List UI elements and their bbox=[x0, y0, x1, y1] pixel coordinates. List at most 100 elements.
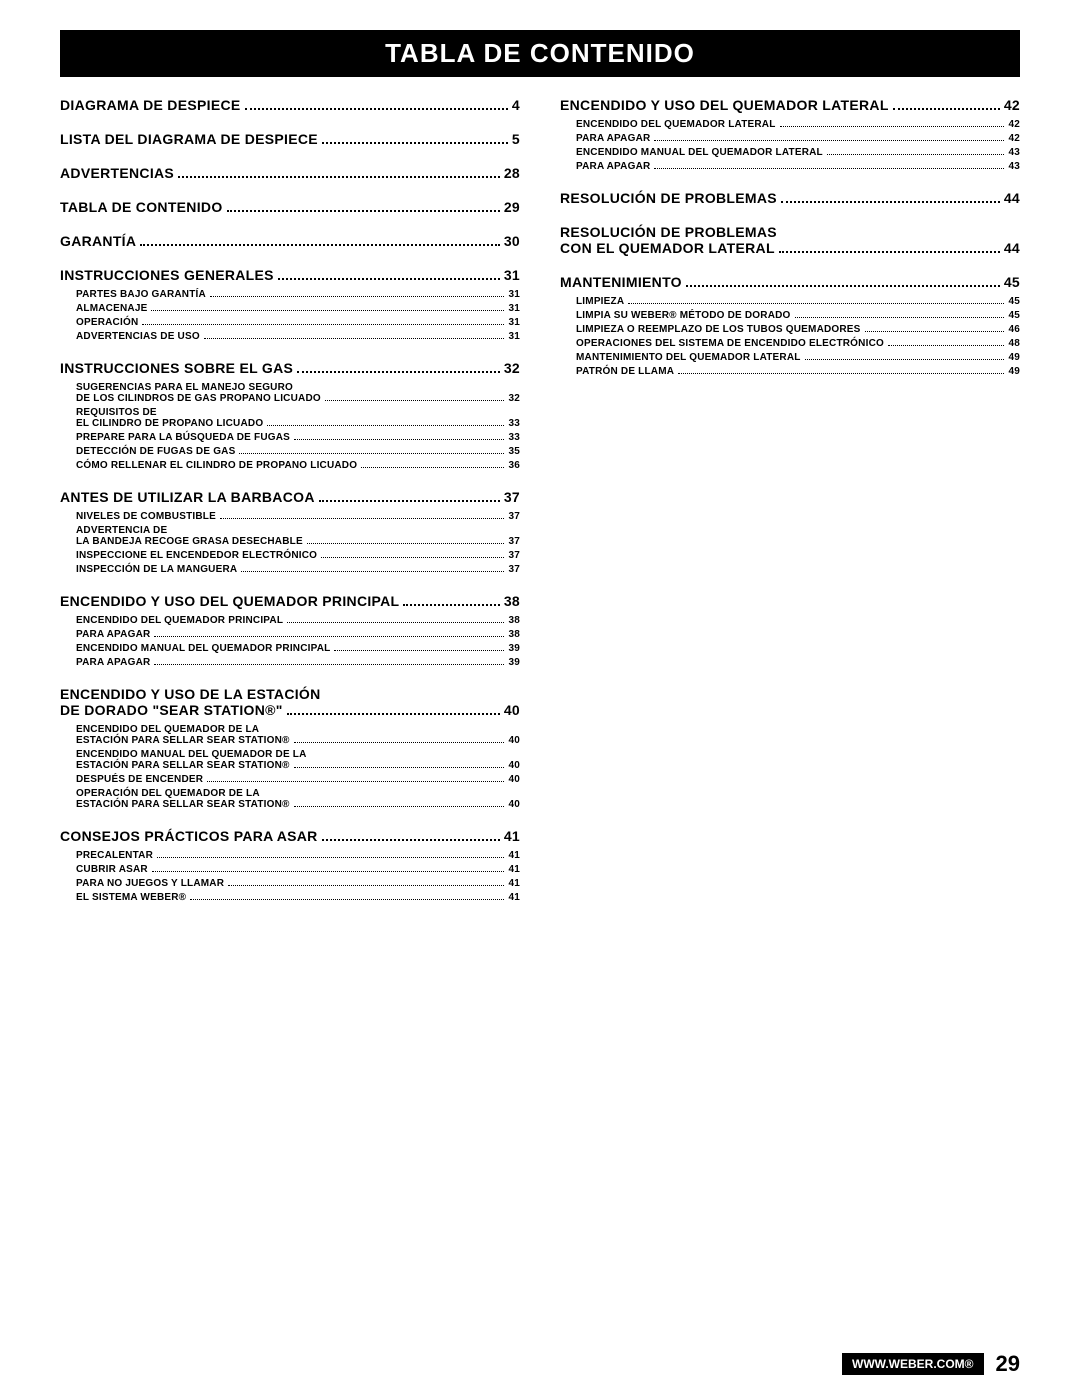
toc-sub-label: ENCENDIDO MANUAL DEL QUEMADOR DE LA bbox=[76, 749, 307, 760]
toc-sub-label: ESTACIÓN PARA SELLAR SEAR STATION® bbox=[76, 735, 290, 746]
toc-section-heading: ENCENDIDO Y USO DEL QUEMADOR PRINCIPAL38 bbox=[60, 593, 520, 609]
leader-dots bbox=[151, 310, 504, 311]
toc-section-label: INSTRUCCIONES GENERALES bbox=[60, 267, 274, 283]
leader-dots bbox=[190, 899, 504, 900]
toc-sub-label: PRECALENTAR bbox=[76, 850, 153, 861]
toc-sub-row: NIVELES DE COMBUSTIBLE37 bbox=[60, 511, 520, 522]
toc-section-heading: RESOLUCIÓN DE PROBLEMAS44 bbox=[560, 190, 1020, 206]
leader-dots bbox=[361, 467, 504, 468]
toc-sub-label: LIMPIEZA O REEMPLAZO DE LOS TUBOS QUEMAD… bbox=[576, 324, 861, 335]
toc-sub-row: INSPECCIONE EL ENCENDEDOR ELECTRÓNICO 37 bbox=[60, 550, 520, 561]
toc-sub-label: DE LOS CILINDROS DE GAS PROPANO LICUADO bbox=[76, 393, 321, 404]
toc-sub-label: PARA APAGAR bbox=[76, 629, 150, 640]
toc-sub-page: 40 bbox=[508, 799, 520, 810]
toc-section-page: 44 bbox=[1004, 190, 1020, 206]
leader-dots bbox=[779, 251, 1000, 253]
leader-dots bbox=[207, 781, 504, 782]
toc-sub-label: NIVELES DE COMBUSTIBLE bbox=[76, 511, 216, 522]
toc-sub-page: 33 bbox=[508, 418, 520, 429]
toc-section-label: DIAGRAMA DE DESPIECE bbox=[60, 97, 241, 113]
toc-section-label: RESOLUCIÓN DE PROBLEMAS bbox=[560, 224, 777, 240]
toc-section: ADVERTENCIAS 28 bbox=[60, 165, 520, 181]
leader-dots bbox=[686, 285, 1000, 287]
toc-section-heading: ENCENDIDO Y USO DE LA ESTACIÓN bbox=[60, 686, 520, 702]
toc-sub-page: 31 bbox=[508, 331, 520, 342]
toc-section-heading: ADVERTENCIAS 28 bbox=[60, 165, 520, 181]
toc-section: RESOLUCIÓN DE PROBLEMASCON EL QUEMADOR L… bbox=[560, 224, 1020, 256]
toc-section-page: 28 bbox=[504, 165, 520, 181]
toc-sub-row: PRECALENTAR 41 bbox=[60, 850, 520, 861]
toc-section-heading: ANTES DE UTILIZAR LA BARBACOA37 bbox=[60, 489, 520, 505]
toc-sub-row: PARA NO JUEGOS Y LLAMAR41 bbox=[60, 878, 520, 889]
leader-dots bbox=[307, 543, 505, 544]
leader-dots bbox=[893, 108, 1000, 110]
toc-sub-page: 38 bbox=[508, 629, 520, 640]
toc-sub-page: 41 bbox=[508, 892, 520, 903]
toc-section-label: ADVERTENCIAS bbox=[60, 165, 174, 181]
page-title: TABLA DE CONTENIDO bbox=[60, 30, 1020, 77]
toc-sub-page: 33 bbox=[508, 432, 520, 443]
leader-dots bbox=[294, 742, 505, 743]
toc-sub-label: OPERACIÓN DEL QUEMADOR DE LA bbox=[76, 788, 260, 799]
toc-section: CONSEJOS PRÁCTICOS PARA ASAR41PRECALENTA… bbox=[60, 828, 520, 903]
toc-section-heading: INSTRUCCIONES GENERALES 31 bbox=[60, 267, 520, 283]
leader-dots bbox=[322, 839, 500, 841]
toc-section-page: 29 bbox=[504, 199, 520, 215]
toc-section-heading: GARANTÍA30 bbox=[60, 233, 520, 249]
toc-sub-label: INSPECCIONE EL ENCENDEDOR ELECTRÓNICO bbox=[76, 550, 317, 561]
toc-sub-label: CUBRIR ASAR bbox=[76, 864, 148, 875]
toc-sub-label: DESPUÉS DE ENCENDER bbox=[76, 774, 203, 785]
toc-section: ENCENDIDO Y USO DEL QUEMADOR PRINCIPAL38… bbox=[60, 593, 520, 668]
toc-sub-label: ALMACENAJE bbox=[76, 303, 147, 314]
toc-sub-row: ALMACENAJE31 bbox=[60, 303, 520, 314]
toc-sub-page: 36 bbox=[508, 460, 520, 471]
toc-sub-row: ADVERTENCIAS DE USO31 bbox=[60, 331, 520, 342]
toc-sub-row: PREPARE PARA LA BÚSQUEDA DE FUGAS 33 bbox=[60, 432, 520, 443]
leader-dots bbox=[245, 108, 508, 110]
toc-section-label: ANTES DE UTILIZAR LA BARBACOA bbox=[60, 489, 315, 505]
toc-sub-page: 41 bbox=[508, 850, 520, 861]
toc-section: LISTA DEL DIAGRAMA DE DESPIECE5 bbox=[60, 131, 520, 147]
toc-sub-page: 40 bbox=[508, 774, 520, 785]
toc-section-page: 5 bbox=[512, 131, 520, 147]
toc-sub-page: 37 bbox=[508, 550, 520, 561]
toc-sub-row: PARA APAGAR43 bbox=[560, 161, 1020, 172]
toc-sub-label: ENCENDIDO DEL QUEMADOR LATERAL bbox=[576, 119, 776, 130]
toc-sub-page: 40 bbox=[508, 760, 520, 771]
toc-section: RESOLUCIÓN DE PROBLEMAS44 bbox=[560, 190, 1020, 206]
toc-section-heading: INSTRUCCIONES SOBRE EL GAS32 bbox=[60, 360, 520, 376]
toc-section-heading: TABLA DE CONTENIDO29 bbox=[60, 199, 520, 215]
leader-dots bbox=[287, 622, 504, 623]
toc-section-page: 31 bbox=[504, 267, 520, 283]
toc-sub-row: DE LOS CILINDROS DE GAS PROPANO LICUADO3… bbox=[60, 393, 520, 404]
leader-dots bbox=[888, 345, 1005, 346]
leader-dots bbox=[227, 210, 500, 212]
toc-section-label: CON EL QUEMADOR LATERAL bbox=[560, 240, 775, 256]
leader-dots bbox=[827, 154, 1005, 155]
toc-sub-row: EL CILINDRO DE PROPANO LICUADO33 bbox=[60, 418, 520, 429]
toc-sub-label: PARA APAGAR bbox=[576, 133, 650, 144]
leader-dots bbox=[228, 885, 504, 886]
toc-sub-row: LA BANDEJA RECOGE GRASA DESECHABLE37 bbox=[60, 536, 520, 547]
toc-section-page: 44 bbox=[1004, 240, 1020, 256]
toc-sub-label: PARA NO JUEGOS Y LLAMAR bbox=[76, 878, 224, 889]
toc-sub-row: EL SISTEMA WEBER®41 bbox=[60, 892, 520, 903]
leader-dots bbox=[204, 338, 505, 339]
toc-section: GARANTÍA30 bbox=[60, 233, 520, 249]
leader-dots bbox=[220, 518, 505, 519]
toc-sub-label: DETECCIÓN DE FUGAS DE GAS bbox=[76, 446, 235, 457]
toc-sub-row: ESTACIÓN PARA SELLAR SEAR STATION®40 bbox=[60, 735, 520, 746]
toc-sub-label: ESTACIÓN PARA SELLAR SEAR STATION® bbox=[76, 799, 290, 810]
toc-section-page: 4 bbox=[512, 97, 520, 113]
toc-sub-page: 41 bbox=[508, 864, 520, 875]
toc-sub-label: ENCENDIDO MANUAL DEL QUEMADOR LATERAL bbox=[576, 147, 823, 158]
leader-dots bbox=[321, 557, 504, 558]
toc-sub-row: OPERACIONES DEL SISTEMA DE ENCENDIDO ELE… bbox=[560, 338, 1020, 349]
toc-sub-label: PREPARE PARA LA BÚSQUEDA DE FUGAS bbox=[76, 432, 290, 443]
toc-section-page: 40 bbox=[504, 702, 520, 718]
toc-section-label: MANTENIMIENTO bbox=[560, 274, 682, 290]
toc-sub-label: PATRÓN DE LLAMA bbox=[576, 366, 674, 377]
toc-sub-page: 45 bbox=[1008, 310, 1020, 321]
toc-sub-page: 43 bbox=[1008, 161, 1020, 172]
toc-sub-label: INSPECCIÓN DE LA MANGUERA bbox=[76, 564, 237, 575]
